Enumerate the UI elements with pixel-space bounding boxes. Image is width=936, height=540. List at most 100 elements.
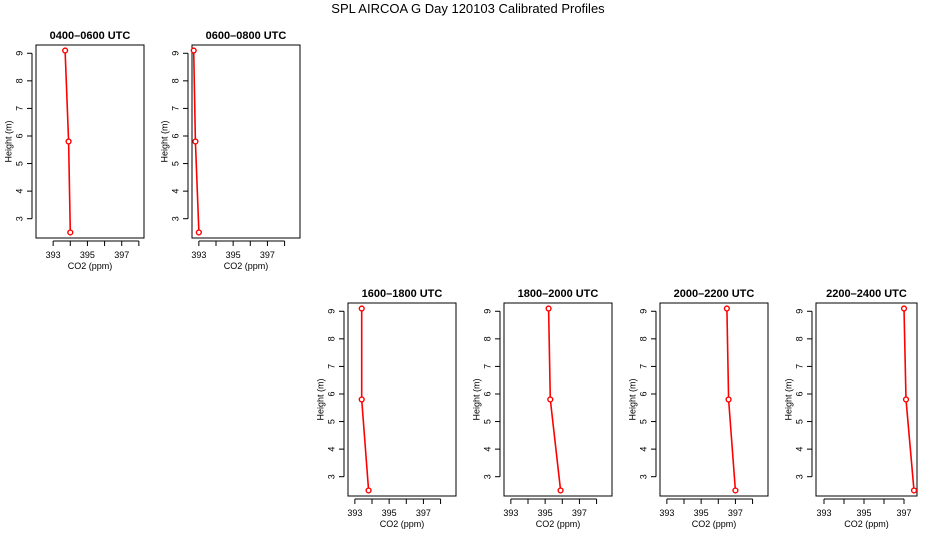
y-tick-label: 4 xyxy=(14,189,24,194)
y-tick-label: 7 xyxy=(794,364,804,369)
y-tick-label: 7 xyxy=(14,106,24,111)
y-axis-label: Height (m) xyxy=(627,378,637,420)
x-tick-label: 393 xyxy=(816,508,831,518)
x-tick-label: 393 xyxy=(659,508,674,518)
x-tick-label: 397 xyxy=(896,508,911,518)
y-tick-label: 3 xyxy=(14,216,24,221)
x-tick-label: 393 xyxy=(191,250,206,260)
y-tick-label: 8 xyxy=(14,78,24,83)
x-tick-label: 393 xyxy=(347,508,362,518)
x-tick-label: 395 xyxy=(80,250,95,260)
profile-point xyxy=(900,305,908,312)
profile-point xyxy=(62,47,69,54)
y-tick-label: 6 xyxy=(14,133,24,138)
y-tick-label: 4 xyxy=(170,189,180,194)
y-tick-label: 8 xyxy=(170,78,180,83)
profile-point xyxy=(902,396,910,403)
plot-frame xyxy=(659,302,769,497)
plot-frame xyxy=(35,44,145,239)
y-tick-label: 5 xyxy=(326,419,336,424)
profile-point xyxy=(65,138,72,145)
panel-title: 0600–0800 UTC xyxy=(206,30,287,42)
profile-point xyxy=(195,229,202,236)
x-axis-label: CO2 (ppm) xyxy=(692,519,737,529)
profile-point xyxy=(723,305,730,312)
y-axis-label: Height (m) xyxy=(159,120,169,162)
y-tick-label: 4 xyxy=(482,447,492,452)
profile-point xyxy=(67,229,74,236)
y-axis-label: Height (m) xyxy=(471,378,481,420)
profile-point xyxy=(547,396,554,403)
y-tick-label: 3 xyxy=(794,474,804,479)
figure-title: SPL AIRCOA G Day 120103 Calibrated Profi… xyxy=(331,1,605,16)
profile-point xyxy=(365,487,372,494)
y-tick-label: 7 xyxy=(170,106,180,111)
y-tick-label: 5 xyxy=(482,419,492,424)
panel-title: 1800–2000 UTC xyxy=(518,288,599,300)
x-tick-label: 397 xyxy=(114,250,129,260)
y-tick-label: 3 xyxy=(326,474,336,479)
profile-point xyxy=(358,396,365,403)
profile-point xyxy=(192,138,199,145)
y-tick-label: 4 xyxy=(794,447,804,452)
x-tick-label: 397 xyxy=(260,250,275,260)
panel-title: 0400–0600 UTC xyxy=(50,30,131,42)
y-tick-label: 3 xyxy=(482,474,492,479)
profile-point xyxy=(557,487,564,494)
y-tick-label: 8 xyxy=(326,336,336,341)
plot-frame xyxy=(347,302,457,497)
y-tick-label: 7 xyxy=(638,364,648,369)
profile-point xyxy=(358,305,365,312)
x-axis-label: CO2 (ppm) xyxy=(380,519,425,529)
profile-point xyxy=(545,305,552,312)
y-tick-label: 7 xyxy=(326,364,336,369)
y-axis-label: Height (m) xyxy=(3,120,13,162)
x-tick-label: 397 xyxy=(572,508,587,518)
y-tick-label: 4 xyxy=(326,447,336,452)
y-tick-label: 4 xyxy=(638,447,648,452)
y-tick-label: 5 xyxy=(170,161,180,166)
profile-point xyxy=(190,47,197,54)
y-tick-label: 7 xyxy=(482,364,492,369)
y-tick-label: 8 xyxy=(638,336,648,341)
y-tick-label: 9 xyxy=(482,309,492,314)
profile-chart-2200-2400: 2200–2400 UTC 393 395 397 CO2 (ppm) 3 4 5 6 7 8 9 He… xyxy=(783,288,918,529)
x-tick-label: 393 xyxy=(503,508,518,518)
plot-frame xyxy=(815,302,918,497)
y-tick-label: 8 xyxy=(482,336,492,341)
y-tick-label: 6 xyxy=(638,391,648,396)
y-axis-label: Height (m) xyxy=(315,378,325,420)
y-axis-label: Height (m) xyxy=(783,378,793,420)
y-tick-label: 3 xyxy=(170,216,180,221)
y-tick-label: 6 xyxy=(794,391,804,396)
y-tick-label: 6 xyxy=(170,133,180,138)
y-tick-label: 3 xyxy=(638,474,648,479)
y-tick-label: 6 xyxy=(326,391,336,396)
y-tick-label: 5 xyxy=(14,161,24,166)
x-tick-label: 395 xyxy=(694,508,709,518)
plot-frame xyxy=(191,44,301,239)
profile-point xyxy=(910,487,918,494)
x-tick-label: 395 xyxy=(226,250,241,260)
x-tick-label: 395 xyxy=(856,508,871,518)
profile-point xyxy=(725,396,732,403)
x-tick-label: 397 xyxy=(728,508,743,518)
y-tick-label: 9 xyxy=(170,51,180,56)
plot-frame xyxy=(503,302,613,497)
profile-point xyxy=(732,487,739,494)
x-axis-label: CO2 (ppm) xyxy=(844,519,889,529)
panel-title: 1600–1800 UTC xyxy=(362,288,443,300)
y-tick-label: 5 xyxy=(638,419,648,424)
y-tick-label: 5 xyxy=(794,419,804,424)
x-tick-label: 395 xyxy=(382,508,397,518)
y-tick-label: 8 xyxy=(794,336,804,341)
panel-title: 2200–2400 UTC xyxy=(826,288,907,300)
y-tick-label: 9 xyxy=(14,51,24,56)
x-tick-label: 395 xyxy=(538,508,553,518)
y-tick-label: 9 xyxy=(638,309,648,314)
x-tick-label: 393 xyxy=(46,250,61,260)
y-tick-label: 9 xyxy=(326,309,336,314)
y-tick-label: 9 xyxy=(794,309,804,314)
